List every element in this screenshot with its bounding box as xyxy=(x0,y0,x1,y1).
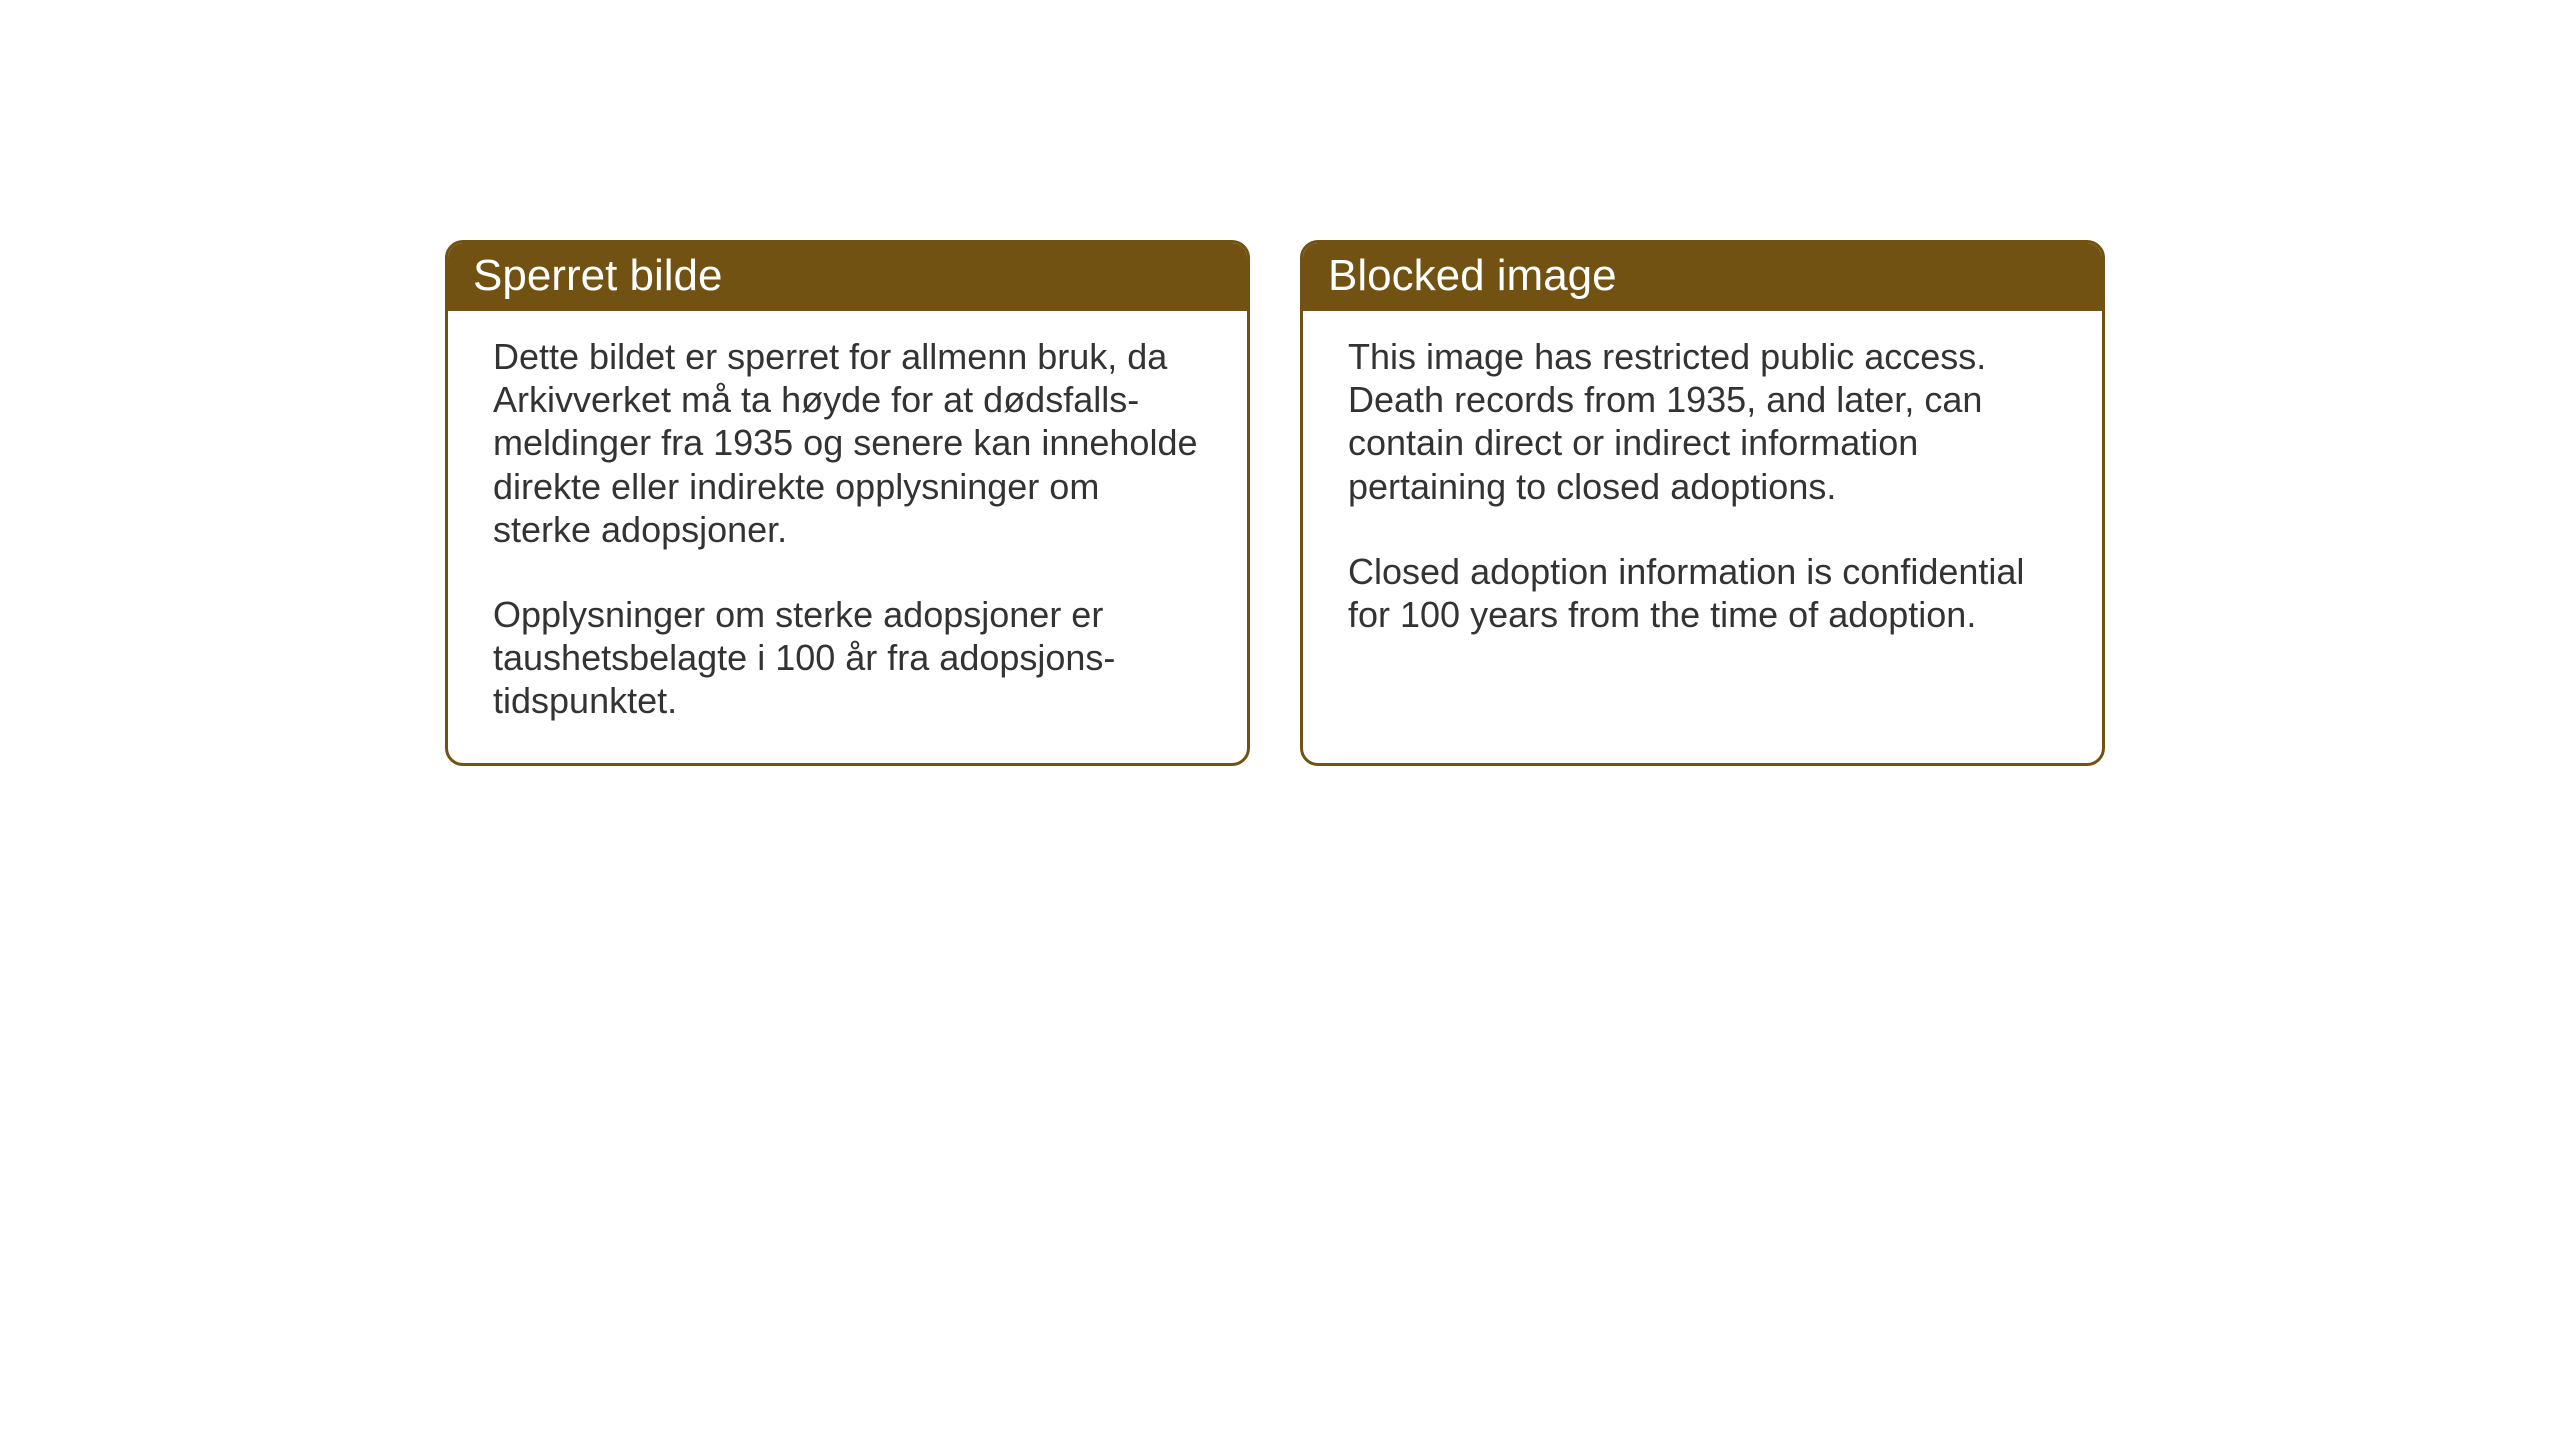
english-notice-card: Blocked image This image has restricted … xyxy=(1300,240,2105,766)
norwegian-paragraph-2: Opplysninger om sterke adopsjoner er tau… xyxy=(493,593,1202,723)
english-card-body: This image has restricted public access.… xyxy=(1303,311,2102,676)
english-card-title: Blocked image xyxy=(1328,251,2077,301)
norwegian-card-body: Dette bildet er sperret for allmenn bruk… xyxy=(448,311,1247,763)
notice-cards-container: Sperret bilde Dette bildet er sperret fo… xyxy=(445,240,2105,766)
english-paragraph-1: This image has restricted public access.… xyxy=(1348,335,2057,508)
english-paragraph-2: Closed adoption information is confident… xyxy=(1348,550,2057,636)
norwegian-notice-card: Sperret bilde Dette bildet er sperret fo… xyxy=(445,240,1250,766)
english-card-header: Blocked image xyxy=(1303,243,2102,311)
norwegian-card-title: Sperret bilde xyxy=(473,251,1222,301)
norwegian-paragraph-1: Dette bildet er sperret for allmenn bruk… xyxy=(493,335,1202,551)
norwegian-card-header: Sperret bilde xyxy=(448,243,1247,311)
